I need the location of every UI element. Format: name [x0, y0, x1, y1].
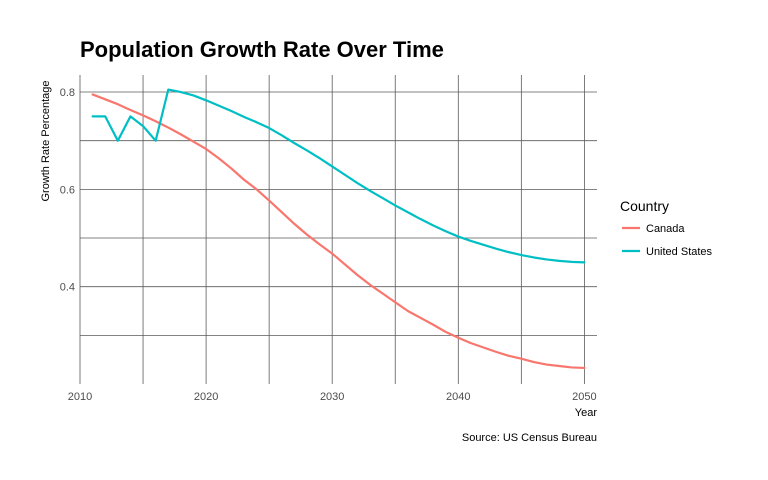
- y-axis-ticks: 0.4 0.6 0.8: [60, 87, 75, 294]
- legend: Country Canada United States: [620, 198, 713, 258]
- y-tick-label: 0.6: [60, 184, 75, 196]
- chart-title: Population Growth Rate Over Time: [80, 37, 444, 62]
- legend-label: United States: [646, 246, 713, 258]
- x-tick-label: 2050: [572, 391, 596, 403]
- series-line-canada: [91, 93, 586, 370]
- source-caption: Source: US Census Bureau: [462, 432, 597, 444]
- y-axis-title: Growth Rate Percentage: [40, 80, 52, 201]
- legend-label: Canada: [646, 223, 685, 235]
- x-tick-label: 2040: [446, 391, 470, 403]
- x-tick-label: 2020: [194, 391, 218, 403]
- y-tick-label: 0.4: [60, 282, 75, 294]
- x-tick-label: 2010: [68, 391, 92, 403]
- y-tick-label: 0.8: [60, 87, 75, 99]
- legend-title: Country: [620, 198, 669, 214]
- x-axis-title: Year: [575, 407, 598, 419]
- x-tick-label: 2030: [320, 391, 344, 403]
- series-lines: [91, 88, 586, 370]
- x-axis-ticks: 2010 2020 2030 2040 2050: [68, 391, 597, 403]
- series-line-united-states: [91, 88, 586, 264]
